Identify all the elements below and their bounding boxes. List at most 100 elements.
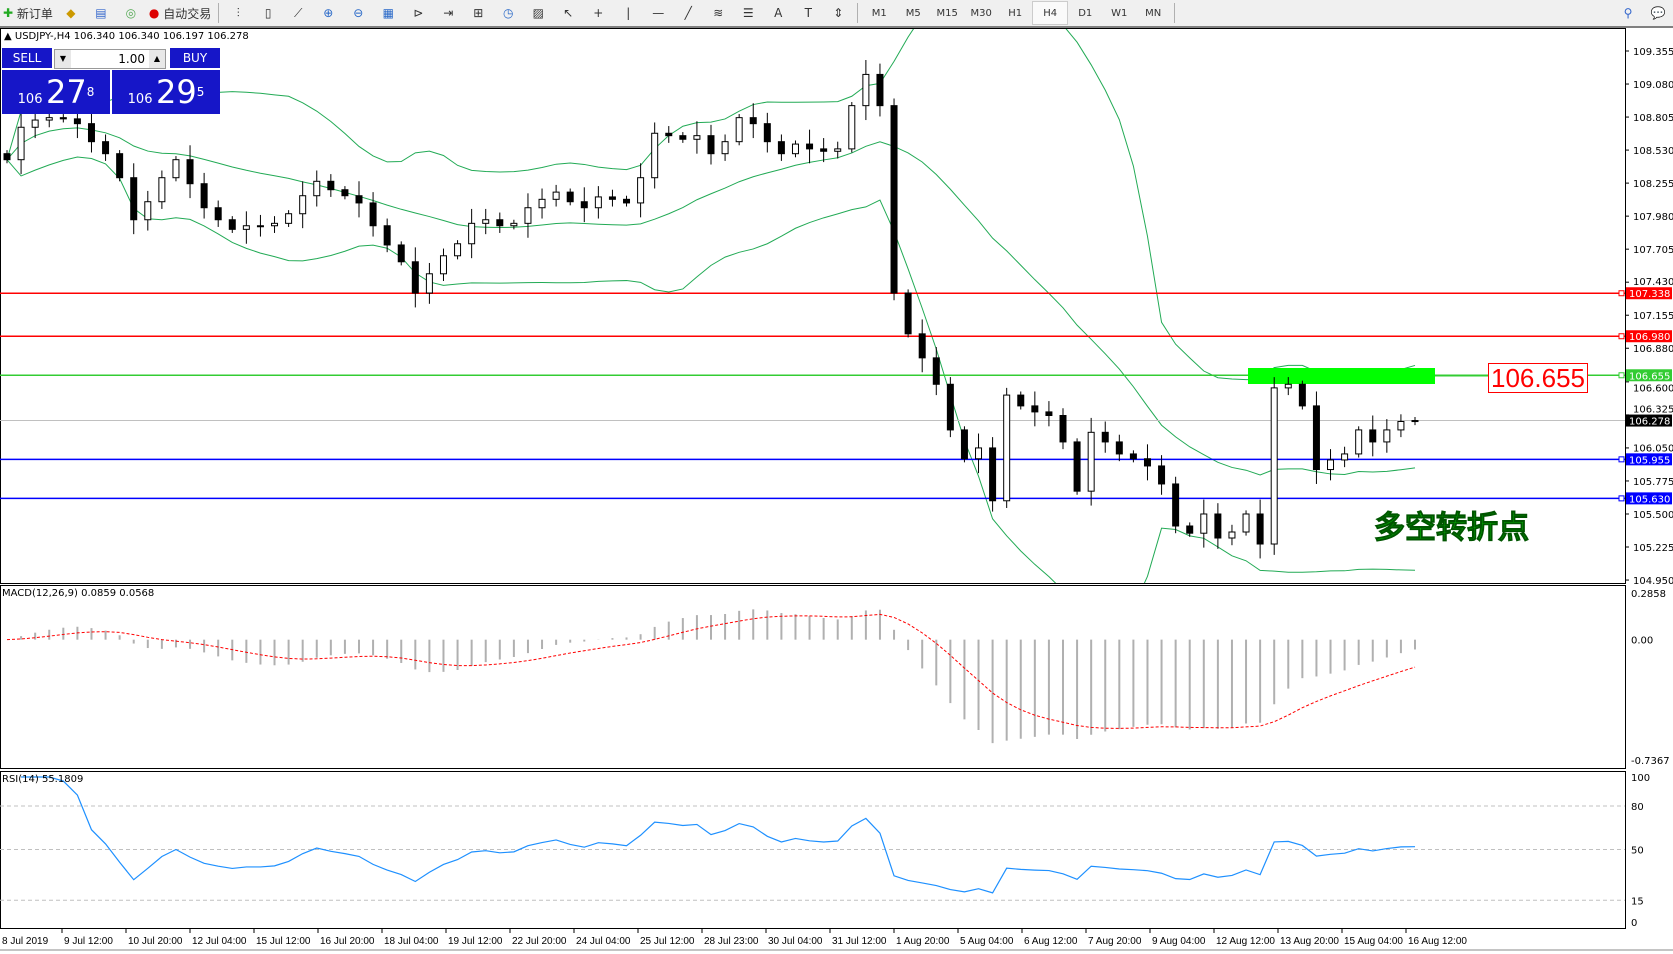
symbol-ohlc: USDJPY-,H4 106.340 106.340 106.197 106.2… xyxy=(14,31,249,42)
candle-body xyxy=(834,148,842,152)
templates-button[interactable]: ▨ xyxy=(523,2,553,24)
signals-button[interactable]: ◎ xyxy=(116,2,146,24)
candle-body xyxy=(580,201,588,209)
line-price-label: 106.980 xyxy=(1629,332,1670,343)
timeframe-m5[interactable]: M5 xyxy=(905,7,921,19)
fibo-lines-button[interactable]: ☰ xyxy=(733,2,763,24)
candle xyxy=(1200,499,1208,548)
time-label: 8 Jul 2019 xyxy=(2,936,49,947)
periods-button[interactable]: ◷ xyxy=(493,2,523,24)
bollinger-upper xyxy=(6,29,1416,381)
collapse-triangle-icon[interactable]: ▲ xyxy=(4,31,12,42)
arrows-button[interactable]: ⇕ xyxy=(823,2,853,24)
candle xyxy=(313,170,321,207)
tile-windows-button[interactable]: ▦ xyxy=(373,2,403,24)
vertical-line-button[interactable]: | xyxy=(613,2,643,24)
auto-trading-button[interactable]: ● 自动交易 xyxy=(146,2,214,24)
candle xyxy=(130,163,138,235)
candle xyxy=(721,134,729,161)
candlestick-button[interactable]: ▯ xyxy=(253,2,283,24)
timeframe-h4[interactable]: H4 xyxy=(1032,1,1069,25)
candle-body xyxy=(1355,429,1363,455)
rsi-axis-label: 15 xyxy=(1631,896,1644,907)
zoom-in-button[interactable]: ⊕ xyxy=(313,2,343,24)
timeframe-m1[interactable]: M1 xyxy=(871,7,887,19)
lot-increase-button[interactable]: ▲ xyxy=(149,50,165,68)
annotation-price-label[interactable]: 106.655 xyxy=(1488,363,1588,393)
candle xyxy=(763,112,771,153)
timeframe-h1[interactable]: H1 xyxy=(1008,7,1023,19)
indicators-button[interactable]: ⊞ xyxy=(463,2,493,24)
timeframe-m30[interactable]: M30 xyxy=(970,7,992,19)
candle xyxy=(411,247,419,308)
macd-pane xyxy=(0,585,1626,769)
candle-body xyxy=(45,117,53,121)
candle-body xyxy=(1284,383,1292,389)
candle xyxy=(116,150,124,182)
annotation-text[interactable]: 多空转折点 xyxy=(1374,510,1530,547)
timeframe-mn[interactable]: MN xyxy=(1145,7,1162,19)
line-price-label: 107.338 xyxy=(1629,289,1670,300)
candle xyxy=(1017,391,1025,410)
search-button[interactable]: ⚲ xyxy=(1613,2,1643,24)
tile-windows-icon: ▦ xyxy=(382,6,394,20)
sell-price-pips: 27 xyxy=(45,73,87,111)
lot-decrease-button[interactable]: ▼ xyxy=(55,50,71,68)
chart-canvas[interactable]: 109.355 109.080 108.805 108.530 108.255 107.9… xyxy=(0,28,1673,954)
candle xyxy=(1143,444,1151,481)
candle xyxy=(862,60,870,121)
fibonacci-button[interactable]: ≋ xyxy=(703,2,733,24)
candle-body xyxy=(1172,483,1180,527)
cursor-button[interactable]: ↖ xyxy=(553,2,583,24)
candle-body xyxy=(87,123,95,143)
macd-axis-label: 0.00 xyxy=(1631,636,1653,647)
chat-button[interactable]: 💬 xyxy=(1643,2,1673,24)
navigator-button[interactable]: ▤ xyxy=(86,2,116,24)
trendline-button[interactable]: ╱ xyxy=(673,2,703,24)
timeframe-d1[interactable]: D1 xyxy=(1078,7,1093,19)
candle-body xyxy=(1129,453,1137,460)
text-button[interactable]: A xyxy=(763,2,793,24)
buy-button[interactable]: BUY xyxy=(170,48,220,68)
zoom-out-button[interactable]: ⊖ xyxy=(343,2,373,24)
candle-body xyxy=(975,447,983,460)
symbol-header: ▲ USDJPY-,H4 106.340 106.340 106.197 106… xyxy=(4,31,249,42)
time-label: 12 Aug 12:00 xyxy=(1216,936,1275,947)
candle-body xyxy=(1200,513,1208,534)
candle-body xyxy=(299,195,307,215)
candle-body xyxy=(397,244,405,263)
sell-price-button[interactable]: 106 278 xyxy=(2,70,110,114)
candle-body xyxy=(369,202,377,227)
price-tick-label: 107.430 xyxy=(1633,277,1673,288)
candle xyxy=(355,181,363,218)
candlestick-icon: ▯ xyxy=(264,6,272,20)
line-chart-button[interactable]: ⟋ xyxy=(283,2,313,24)
candle xyxy=(186,145,194,199)
candle-body xyxy=(1383,429,1391,443)
candle xyxy=(439,248,447,281)
candle-body xyxy=(1087,431,1095,492)
candle-body xyxy=(637,177,645,204)
lot-input[interactable]: 1.00 xyxy=(118,52,145,66)
horizontal-line-button[interactable]: — xyxy=(643,2,673,24)
auto-scroll-button[interactable]: ⊳ xyxy=(403,2,433,24)
time-label: 9 Jul 12:00 xyxy=(64,936,113,947)
candle xyxy=(960,426,968,463)
text-label-button[interactable]: T xyxy=(793,2,823,24)
market-watch-button[interactable]: ◆ xyxy=(56,2,86,24)
chart-shift-button[interactable]: ⇥ xyxy=(433,2,463,24)
new-order-button[interactable]: ✚ 新订单 xyxy=(0,2,56,24)
timeframe-m15[interactable]: M15 xyxy=(936,7,958,19)
candle-body xyxy=(1397,421,1405,431)
candle-body xyxy=(608,196,616,200)
bar-chart-button[interactable]: ⫶ xyxy=(223,2,253,24)
timeframe-w1[interactable]: W1 xyxy=(1111,7,1128,19)
sell-price-fraction: 8 xyxy=(86,85,95,99)
candle xyxy=(59,114,67,123)
candle-body xyxy=(1115,441,1123,455)
crosshair-button[interactable]: + xyxy=(583,2,613,24)
sell-button[interactable]: SELL xyxy=(2,48,52,68)
buy-price-button[interactable]: 106 295 xyxy=(112,70,220,114)
current-price-label: 106.278 xyxy=(1629,417,1670,428)
rsi-label: RSI(14) 55.1809 xyxy=(2,774,84,785)
